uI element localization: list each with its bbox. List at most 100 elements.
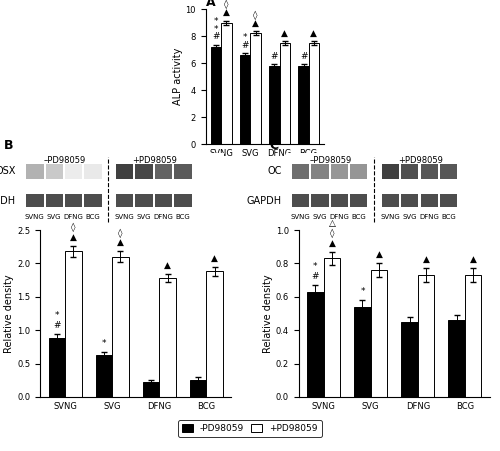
Text: SVNG: SVNG	[290, 214, 310, 220]
Text: *: *	[360, 287, 364, 296]
Bar	[280, 43, 289, 144]
Bar	[26, 164, 44, 179]
Text: SVNG: SVNG	[25, 214, 44, 220]
Bar	[211, 47, 222, 144]
Text: ▲: ▲	[376, 250, 382, 259]
Text: SVNG: SVNG	[380, 214, 400, 220]
Text: SVG: SVG	[47, 214, 62, 220]
Text: GAPDH: GAPDH	[246, 196, 282, 206]
Text: ▲: ▲	[211, 253, 218, 262]
Bar	[330, 194, 348, 207]
Text: BCG: BCG	[352, 214, 366, 220]
Bar	[448, 320, 465, 397]
Text: +PD98059: +PD98059	[132, 156, 178, 165]
Text: ◊: ◊	[330, 229, 334, 238]
Text: OC: OC	[267, 166, 281, 176]
Bar	[65, 164, 82, 179]
Text: ▲: ▲	[422, 255, 430, 264]
Text: –PD98059: –PD98059	[44, 156, 86, 165]
Bar	[48, 338, 65, 397]
Text: BCG: BCG	[441, 214, 456, 220]
Text: ▲: ▲	[117, 238, 124, 247]
Bar	[311, 194, 328, 207]
Y-axis label: Relative density: Relative density	[4, 274, 15, 353]
Bar	[155, 164, 172, 179]
Bar	[465, 275, 481, 397]
Text: *: *	[243, 33, 248, 42]
Bar	[136, 194, 153, 207]
Bar	[382, 194, 399, 207]
Bar	[206, 272, 223, 397]
Text: ▲: ▲	[164, 261, 171, 270]
Bar	[96, 355, 112, 397]
Bar	[298, 66, 308, 144]
Text: A: A	[206, 0, 216, 9]
Bar	[136, 164, 153, 179]
Bar	[46, 194, 63, 207]
Bar	[440, 194, 458, 207]
Text: #: #	[242, 41, 249, 50]
Text: BCG: BCG	[176, 214, 190, 220]
Bar	[402, 322, 418, 397]
Bar	[401, 164, 418, 179]
Text: #: #	[212, 32, 220, 41]
Text: #: #	[270, 52, 278, 61]
Bar	[370, 270, 387, 397]
Bar	[270, 66, 280, 144]
Text: *: *	[54, 311, 59, 320]
Text: ◊: ◊	[224, 0, 228, 9]
Bar	[311, 164, 328, 179]
Bar	[382, 164, 399, 179]
Text: ▲: ▲	[470, 255, 476, 264]
Bar	[354, 307, 370, 397]
Bar	[418, 275, 434, 397]
Text: –PD98059: –PD98059	[310, 156, 352, 165]
Bar	[330, 164, 348, 179]
Bar	[292, 194, 309, 207]
Text: △: △	[328, 219, 336, 228]
Text: SVG: SVG	[137, 214, 152, 220]
Text: SVG: SVG	[402, 214, 417, 220]
Bar	[84, 164, 102, 179]
Y-axis label: ALP activity: ALP activity	[173, 48, 183, 106]
Bar	[190, 380, 206, 397]
Text: #: #	[300, 52, 308, 61]
Text: ▲: ▲	[281, 28, 288, 37]
Text: ▲: ▲	[223, 8, 230, 17]
Text: ◊: ◊	[254, 11, 258, 20]
Text: +PD98059: +PD98059	[398, 156, 443, 165]
Bar	[65, 194, 82, 207]
Bar	[174, 194, 192, 207]
Text: *: *	[214, 25, 218, 34]
Bar	[350, 194, 368, 207]
Bar	[222, 23, 232, 144]
Text: ◊: ◊	[118, 228, 122, 238]
Bar	[160, 278, 176, 397]
Text: SVNG: SVNG	[115, 214, 134, 220]
Bar	[440, 164, 458, 179]
Text: B: B	[4, 139, 13, 152]
Bar	[420, 164, 438, 179]
Text: *: *	[214, 17, 218, 26]
Bar	[155, 194, 172, 207]
Bar	[174, 164, 192, 179]
Text: BCG: BCG	[86, 214, 100, 220]
Text: △: △	[223, 0, 230, 1]
Bar	[292, 164, 309, 179]
Text: SVG: SVG	[312, 214, 327, 220]
Bar	[116, 164, 134, 179]
Bar	[308, 43, 319, 144]
Text: DFNG: DFNG	[420, 214, 439, 220]
Text: #: #	[53, 321, 60, 330]
Bar	[116, 194, 134, 207]
Bar	[65, 251, 82, 397]
Bar	[46, 164, 63, 179]
Text: DFNG: DFNG	[154, 214, 174, 220]
Text: ◊: ◊	[71, 223, 76, 232]
Text: GAPDH: GAPDH	[0, 196, 16, 206]
Bar	[420, 194, 438, 207]
Legend: -PD98059, +PD98059: -PD98059, +PD98059	[178, 420, 322, 437]
Bar	[112, 257, 128, 397]
Text: C: C	[270, 139, 278, 152]
Text: ▲: ▲	[310, 28, 317, 37]
